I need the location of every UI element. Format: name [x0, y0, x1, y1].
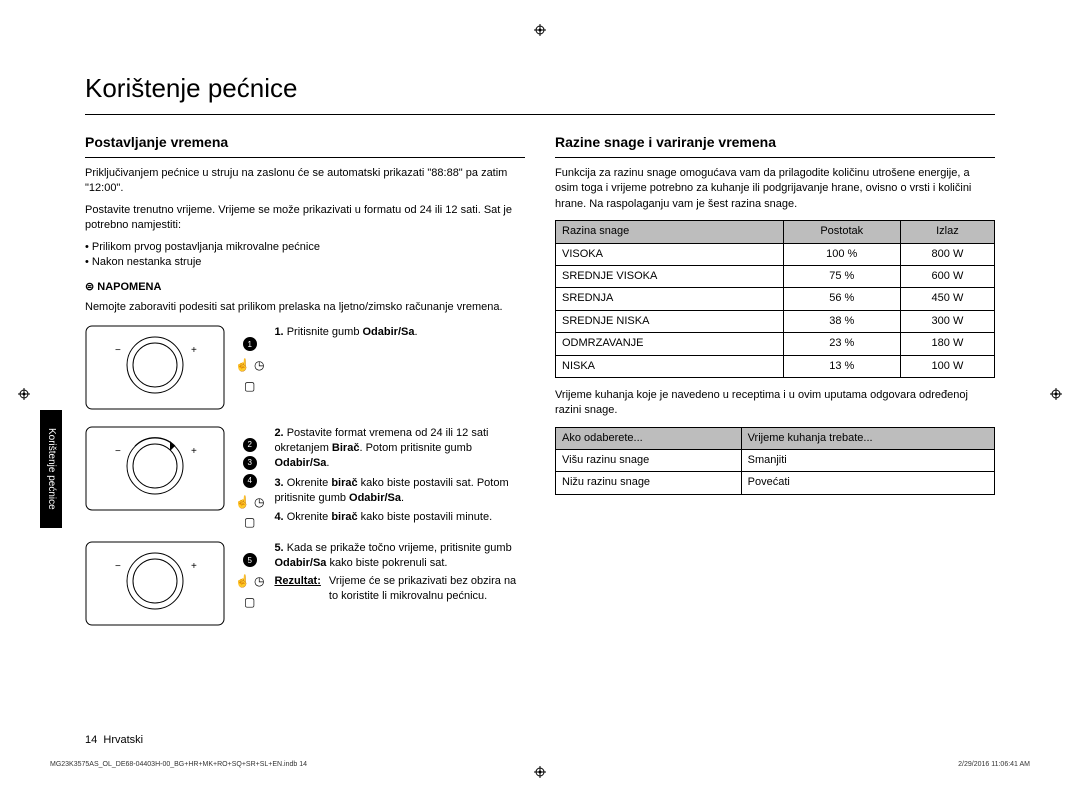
- t2-r1c0: Nižu razinu snage: [556, 472, 742, 494]
- power-table: Razina snage Postotak Izlaz VISOKA100 %8…: [555, 220, 995, 378]
- footer-meta: MG23K3575AS_OL_DE68-04403H-00_BG+HR+MK+R…: [50, 760, 307, 770]
- step-3: 3. Okrenite birač kako biste postavili s…: [274, 476, 525, 507]
- badge-1: 1: [243, 337, 257, 351]
- hand-icon: ☝: [235, 357, 250, 374]
- t1-r2c0: SREDNJA: [556, 288, 784, 310]
- svg-text:−: −: [115, 345, 121, 356]
- left-intro-1: Priključivanjem pećnice u struju na zasl…: [85, 166, 525, 197]
- page-title: Korištenje pećnice: [85, 70, 995, 106]
- bullet-list: Prilikom prvog postavljanja mikrovalne p…: [85, 240, 525, 271]
- svg-text:+: +: [191, 561, 197, 572]
- t2-r1c1: Povećati: [741, 472, 994, 494]
- side-tab: Korištenje pećnice: [40, 410, 62, 528]
- t1-r2c1: 56 %: [783, 288, 900, 310]
- badge-4: 4: [243, 474, 257, 488]
- step-4: 4. Okrenite birač kako biste postavili m…: [274, 510, 525, 525]
- hand-icon: ☝: [235, 573, 250, 590]
- badges-1: 1 ☝◷ ▢: [235, 325, 264, 395]
- step-5: 5. Kada se prikaže točno vrijeme, pritis…: [274, 541, 525, 605]
- stop-icon: ▢: [244, 378, 255, 395]
- t2-r0c0: Višu razinu snage: [556, 450, 742, 472]
- left-column: Postavljanje vremena Priključivanjem peć…: [85, 133, 525, 631]
- t1-r4c0: ODMRZAVANJE: [556, 333, 784, 355]
- left-heading: Postavljanje vremena: [85, 133, 525, 158]
- right-column: Razine snage i variranje vremena Funkcij…: [555, 133, 995, 631]
- t1-r4c2: 180 W: [900, 333, 994, 355]
- t1-r1c2: 600 W: [900, 265, 994, 287]
- svg-text:−: −: [115, 561, 121, 572]
- dial-diagram-2: −+: [85, 426, 225, 516]
- t2-h0: Ako odaberete...: [556, 427, 742, 449]
- t2-h1: Vrijeme kuhanja trebate...: [741, 427, 994, 449]
- step-row-1: −+ 1 ☝◷ ▢ 1. Pritisnite gumb Odabir/Sa.: [85, 325, 525, 415]
- bullet-2: Nakon nestanka struje: [85, 255, 525, 270]
- result-label: Rezultat:: [274, 574, 320, 605]
- t1-r3c2: 300 W: [900, 310, 994, 332]
- svg-text:−: −: [115, 446, 121, 457]
- t1-r4c1: 23 %: [783, 333, 900, 355]
- title-rule: [85, 114, 995, 115]
- t2-r0c1: Smanjiti: [741, 450, 994, 472]
- t1-r0c0: VISOKA: [556, 243, 784, 265]
- step-row-3: −+ 5 ☝◷ ▢ 5. Kada se prikaže točno vrije…: [85, 541, 525, 631]
- note-body: Nemojte zaboraviti podesiti sat prilikom…: [85, 300, 525, 315]
- reg-mark-bottom: [534, 766, 546, 778]
- svg-text:+: +: [191, 345, 197, 356]
- badge-2: 2: [243, 438, 257, 452]
- t1-r1c0: SREDNJE VISOKA: [556, 265, 784, 287]
- stop-icon: ▢: [244, 594, 255, 611]
- dial-diagram-3: −+: [85, 541, 225, 631]
- note-heading: NAPOMENA: [85, 280, 525, 295]
- clock-icon: ◷: [254, 573, 264, 590]
- footer-date: 2/29/2016 11:06:41 AM: [958, 760, 1030, 770]
- reg-mark-left: [18, 388, 30, 400]
- reg-mark-top: [534, 24, 546, 36]
- t1-h0: Razina snage: [556, 221, 784, 243]
- stop-icon: ▢: [244, 514, 255, 531]
- t1-r0c1: 100 %: [783, 243, 900, 265]
- reg-mark-right: [1050, 388, 1062, 400]
- dial-diagram-1: −+: [85, 325, 225, 415]
- result-text: Vrijeme će se prikazivati bez obzira na …: [329, 574, 525, 605]
- clock-icon: ◷: [254, 357, 264, 374]
- page-content: Korištenje pećnice Postavljanje vremena …: [85, 70, 995, 631]
- step-1: 1. Pritisnite gumb Odabir/Sa.: [274, 325, 525, 340]
- t1-r2c2: 450 W: [900, 288, 994, 310]
- hand-icon: ☝: [235, 494, 250, 511]
- t1-r3c1: 38 %: [783, 310, 900, 332]
- right-intro: Funkcija za razinu snage omogućava vam d…: [555, 166, 995, 212]
- badges-3: 5 ☝◷ ▢: [235, 541, 264, 611]
- t1-r5c0: NISKA: [556, 355, 784, 377]
- badges-2: 2 3 4 ☝◷ ▢: [235, 426, 264, 532]
- t1-r5c2: 100 W: [900, 355, 994, 377]
- step-row-2: −+ 2 3 4 ☝◷ ▢ 2. Postavite format vremen…: [85, 426, 525, 532]
- clock-icon: ◷: [254, 494, 264, 511]
- adjust-table: Ako odaberete... Vrijeme kuhanja trebate…: [555, 427, 995, 495]
- t1-r5c1: 13 %: [783, 355, 900, 377]
- t1-h1: Postotak: [783, 221, 900, 243]
- step-2: 2. Postavite format vremena od 24 ili 12…: [274, 426, 525, 472]
- right-heading: Razine snage i variranje vremena: [555, 133, 995, 158]
- svg-text:+: +: [191, 446, 197, 457]
- t1-h2: Izlaz: [900, 221, 994, 243]
- badge-3: 3: [243, 456, 257, 470]
- t1-r1c1: 75 %: [783, 265, 900, 287]
- t1-r0c2: 800 W: [900, 243, 994, 265]
- page-number: 14 Hrvatski: [85, 733, 143, 748]
- left-intro-2: Postavite trenutno vrijeme. Vrijeme se m…: [85, 203, 525, 234]
- bullet-1: Prilikom prvog postavljanja mikrovalne p…: [85, 240, 525, 255]
- right-mid: Vrijeme kuhanja koje je navedeno u recep…: [555, 388, 995, 419]
- badge-5: 5: [243, 553, 257, 567]
- t1-r3c0: SREDNJE NISKA: [556, 310, 784, 332]
